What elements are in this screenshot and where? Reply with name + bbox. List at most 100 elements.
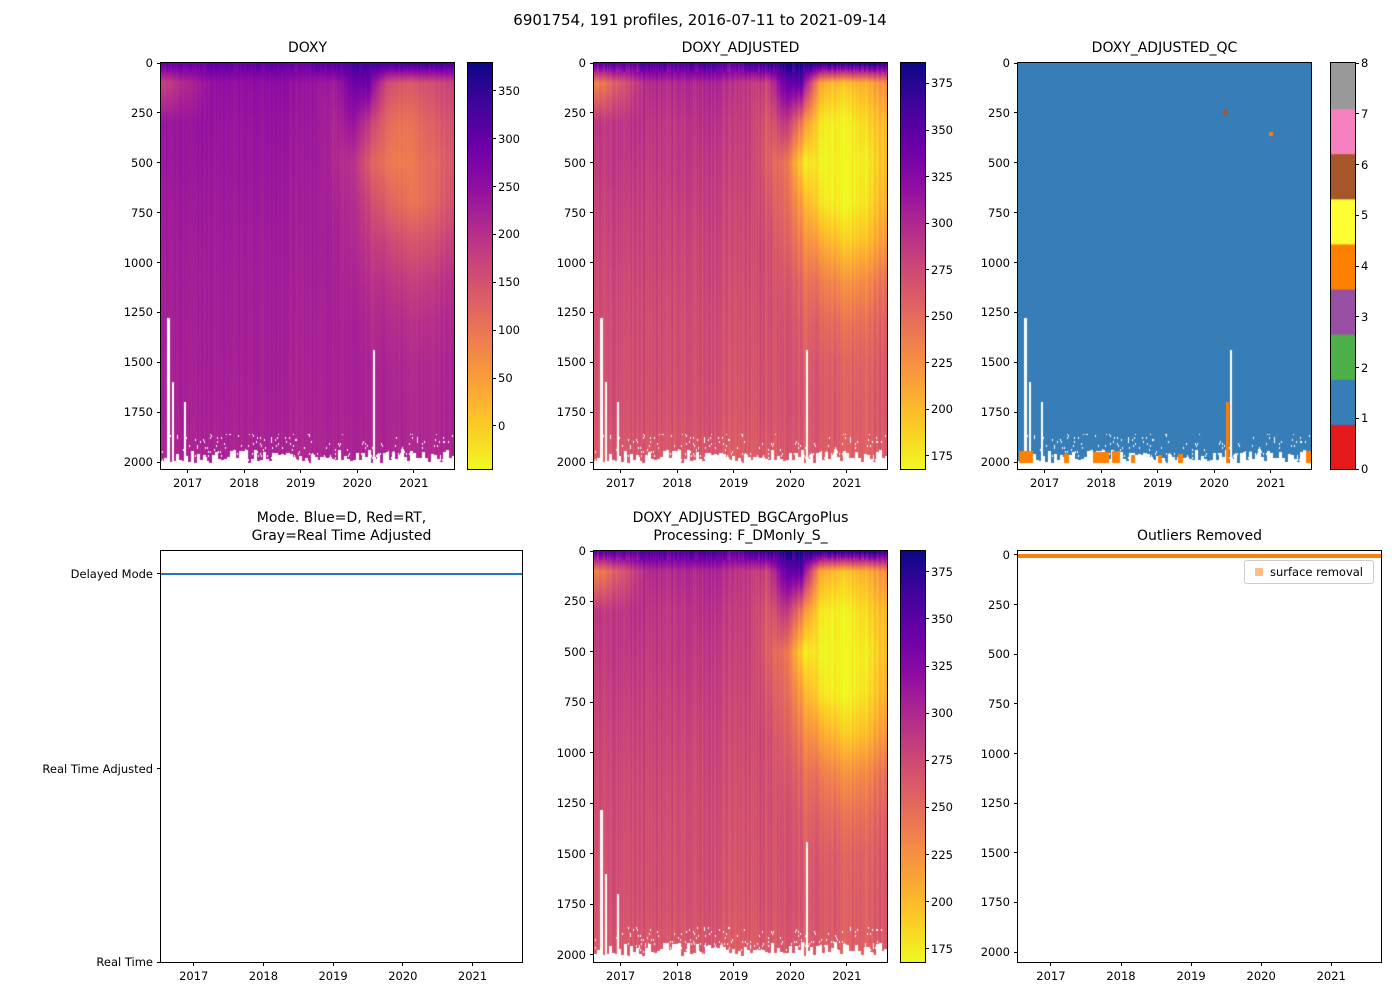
y-tick — [157, 361, 161, 363]
colorbar-tick-label: 300 — [498, 131, 520, 146]
x-tick — [187, 469, 189, 473]
y-tick — [157, 311, 161, 313]
y-tick — [157, 411, 161, 413]
y-tick — [590, 361, 594, 363]
x-tick — [676, 469, 678, 473]
colorbar-tick — [1355, 468, 1359, 470]
y-tick-label: 0 — [1002, 56, 1010, 70]
x-tick-label: 2020 — [775, 969, 805, 983]
colorbar-tick-label: 1 — [1361, 411, 1369, 426]
y-tick-label: 750 — [564, 205, 586, 220]
x-tick — [1270, 469, 1272, 473]
y-tick — [1014, 753, 1018, 755]
y-tick — [157, 62, 161, 64]
colorbar-tick-label: 225 — [931, 847, 953, 862]
x-tick-label: 2018 — [662, 969, 692, 983]
y-tick-label: 1750 — [556, 405, 586, 420]
x-tick — [1330, 962, 1332, 966]
x-tick — [733, 469, 735, 473]
y-tick — [590, 212, 594, 214]
colorbar-tick-label: 275 — [931, 753, 953, 768]
colorbar-tick — [925, 362, 929, 364]
doxy-colorbar: 0 50 100 150 200 250 300 350 — [467, 62, 520, 470]
y-tick — [590, 411, 594, 413]
y-tick — [590, 651, 594, 653]
figure-title: 6901754, 191 profiles, 2016-07-11 to 202… — [513, 11, 887, 29]
y-tick — [1014, 852, 1018, 854]
panel-bgcargoplus-axes: DOXY_ADJUSTED_BGCArgoPlus Processing: F_… — [557, 510, 888, 983]
colorbar-tick — [1355, 265, 1359, 267]
y-tick — [1014, 262, 1018, 263]
y-tick-label: 250 — [564, 594, 586, 609]
x-tick-label: 2017 — [1029, 476, 1060, 490]
colorbar-tick-label: 2 — [1361, 360, 1369, 375]
y-tick-label: 0 — [145, 56, 153, 70]
colorbar-tick-label: 7 — [1361, 106, 1369, 121]
doxy-adjusted-heatmap-canvas — [594, 63, 887, 469]
colorbar-tick-label: 300 — [931, 706, 953, 721]
y-tick-label: 1750 — [980, 895, 1010, 910]
qc-colorbar-canvas — [1331, 63, 1355, 469]
panel-doxy-adjusted-axes: DOXY_ADJUSTED 2017 2018 2019 2020 2021 0 250 50… — [557, 40, 888, 490]
colorbar-tick — [925, 712, 929, 714]
bgcargoplus-heatmap-canvas — [594, 551, 887, 962]
x-tick — [332, 962, 334, 966]
y-tick-label: 750 — [564, 695, 586, 710]
x-tick-label: 2018 — [662, 476, 692, 490]
colorbar-tick-label: 300 — [931, 216, 953, 231]
y-tick — [1014, 62, 1018, 64]
panel-doxy-axes: DOXY 2017 2018 2019 2020 2021 0 250 500 750 1000 1… — [124, 40, 455, 490]
x-tick — [1213, 469, 1215, 473]
y-tick — [590, 802, 594, 804]
x-tick-label: 2018 — [1106, 969, 1136, 983]
x-tick-label: 2019 — [1176, 969, 1206, 983]
y-tick-label: 1000 — [556, 255, 586, 270]
y-tick-label: 2000 — [123, 455, 153, 470]
y-tick — [590, 162, 594, 164]
x-tick-label: 2019 — [719, 969, 749, 983]
colorbar-tick — [925, 571, 929, 573]
colorbar-tick — [925, 408, 929, 410]
x-tick-label: 2019 — [318, 969, 348, 983]
y-tick — [590, 550, 594, 552]
x-tick — [620, 469, 622, 473]
colorbar-tick-label: 225 — [931, 355, 953, 370]
y-tick — [590, 701, 594, 703]
x-tick-label: 2021 — [1316, 969, 1346, 983]
colorbar-tick-label: 375 — [931, 564, 953, 579]
x-tick — [676, 962, 678, 966]
panel-doxy-adjusted-qc-axes: DOXY_ADJUSTED_QC 2017 2018 2019 2020 2021 0 25… — [981, 40, 1312, 490]
x-tick-label: 2020 — [388, 969, 418, 983]
colorbar-tick-label: 50 — [498, 371, 513, 386]
colorbar-tick — [925, 618, 929, 620]
colorbar-tick — [1355, 214, 1359, 216]
y-tick — [1014, 212, 1018, 214]
y-tick-label: Real Time Adjusted — [42, 761, 153, 776]
y-tick — [1014, 653, 1018, 655]
x-tick — [300, 469, 302, 473]
colorbar-tick — [925, 315, 929, 317]
x-tick-label: 2020 — [1246, 969, 1276, 983]
y-tick-label: 500 — [564, 644, 586, 659]
x-tick-label: 2020 — [1199, 476, 1229, 490]
y-tick-label: 1500 — [556, 355, 586, 370]
colorbar-tick-label: 3 — [1361, 309, 1369, 324]
y-tick — [1014, 461, 1018, 463]
y-tick-label: 1000 — [980, 255, 1010, 270]
colorbar-tick — [492, 425, 496, 427]
colorbar-tick — [925, 269, 929, 271]
y-tick — [590, 461, 594, 463]
y-tick — [157, 961, 161, 963]
y-tick — [157, 262, 161, 263]
y-tick-label: 1250 — [980, 796, 1010, 811]
colorbar-tick — [492, 90, 496, 92]
colorbar-tick — [925, 129, 929, 131]
panel-mode-title: Mode. Blue=D, Red=RT, Gray=Real Time Adj… — [251, 510, 432, 544]
x-tick — [1100, 469, 1102, 473]
x-tick-label: 2020 — [775, 476, 805, 490]
y-tick-label: 750 — [988, 696, 1010, 711]
x-tick — [789, 962, 791, 966]
x-tick-label: 2017 — [1036, 969, 1066, 983]
doxy-colorbar-canvas — [468, 63, 492, 469]
